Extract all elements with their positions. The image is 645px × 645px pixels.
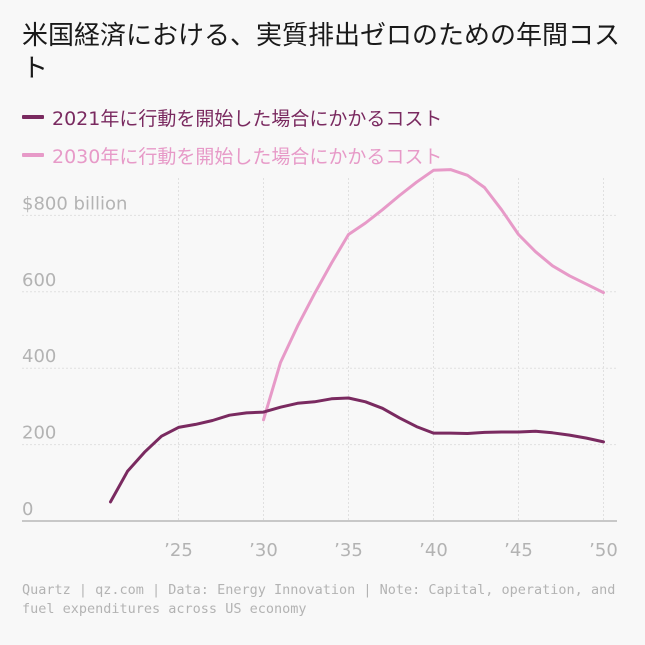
series-line-2030: [262, 168, 605, 422]
y-tick-label-600: 600: [22, 270, 56, 291]
legend-label-2021: 2021年に行動を開始した場合にかかるコスト: [52, 107, 443, 130]
chart-title: 米国経済における、実質排出ゼロのための年間コスト: [22, 21, 621, 84]
x-tick-label-2045: ’45: [504, 540, 533, 561]
x-tick-label-2030: ’30: [249, 540, 278, 561]
x-tick-label-2040: ’40: [419, 540, 448, 561]
x-tick-label-2025: ’25: [164, 540, 193, 561]
legend-item-2030: 2030年に行動を開始した場合にかかるコスト: [22, 136, 442, 174]
x-tick-label-2050: ’50: [589, 540, 618, 561]
y-tick-label-400: 400: [22, 346, 56, 367]
y-tick-label-200: 200: [22, 423, 56, 444]
legend-item-2021: 2021年に行動を開始した場合にかかるコスト: [22, 98, 442, 136]
legend-label-2030: 2030年に行動を開始した場合にかかるコスト: [52, 145, 443, 168]
series-line-2021: [109, 396, 605, 504]
legend-swatch-2021: [22, 115, 44, 119]
y-tick-label-0: 0: [22, 499, 33, 520]
legend: 2021年に行動を開始した場合にかかるコスト 2030年に行動を開始した場合にか…: [22, 98, 442, 174]
source-note: Quartz | qz.com | Data: Energy Innovatio…: [22, 582, 616, 617]
y-tick-label-800: $800 billion: [22, 193, 127, 214]
legend-swatch-2030: [22, 153, 44, 157]
x-tick-label-2035: ’35: [334, 540, 363, 561]
